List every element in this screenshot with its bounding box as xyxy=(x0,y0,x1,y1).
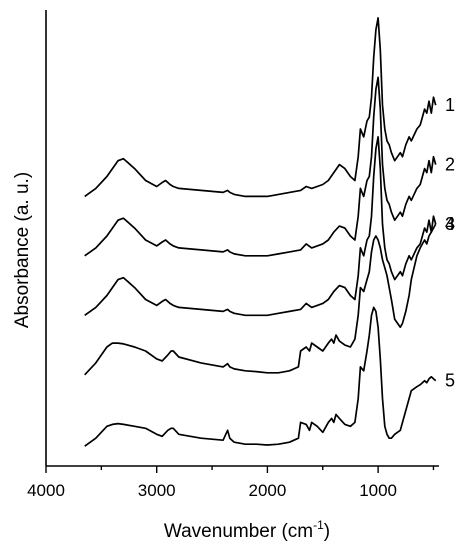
series-label-5: 5 xyxy=(445,371,455,391)
x-axis-title-tail: ) xyxy=(324,521,330,542)
series-line-5 xyxy=(84,306,437,447)
series-line-4 xyxy=(84,223,437,376)
series-label-4: 4 xyxy=(445,214,455,234)
series-label-2: 2 xyxy=(445,155,455,175)
spectra-series xyxy=(84,17,437,447)
y-axis-title: Absorbance (a. u.) xyxy=(12,172,33,328)
x-axis-title-main: Wavenumber (cm xyxy=(164,521,313,542)
series-line-3 xyxy=(84,136,437,317)
series-labels: 1 2 34 5 xyxy=(445,95,455,391)
x-tick-label: 3000 xyxy=(138,481,176,500)
x-tick-label: 4000 xyxy=(27,481,65,500)
x-tick-label: 2000 xyxy=(248,481,286,500)
x-tick-label: 1000 xyxy=(359,481,397,500)
axes-frame xyxy=(45,10,439,467)
x-axis-title: Wavenumber (cm-1) xyxy=(164,518,330,542)
series-label-3: 3 xyxy=(445,214,455,234)
x-axis-title-superscript: -1 xyxy=(313,518,324,532)
series-label-1: 1 xyxy=(445,95,455,115)
x-axis-ticks: 4000 3000 2000 1000 xyxy=(27,466,435,500)
series-line-1 xyxy=(84,17,437,198)
series-line-2 xyxy=(84,76,437,257)
